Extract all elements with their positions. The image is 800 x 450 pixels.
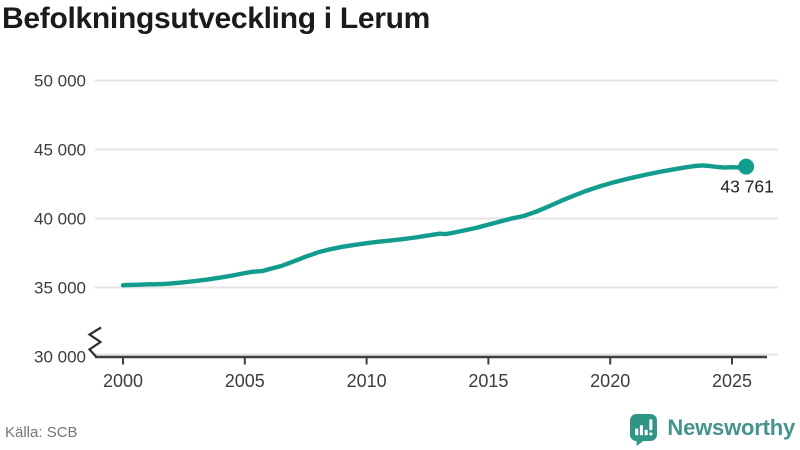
x-tick-label: 2020 xyxy=(590,371,630,391)
newsworthy-brand: Newsworthy xyxy=(629,413,795,447)
endpoint-value-label: 43 761 xyxy=(720,177,774,197)
x-tick-label: 2010 xyxy=(347,371,387,391)
axis-break-icon xyxy=(87,326,103,358)
x-tick-label: 2000 xyxy=(103,371,143,391)
y-tick-label: 45 000 xyxy=(34,141,86,160)
series-endpoint-dot xyxy=(738,158,755,175)
x-tick-label: 2015 xyxy=(468,371,508,391)
newsworthy-logo-icon xyxy=(630,414,658,446)
y-tick-label: 50 000 xyxy=(34,72,86,91)
x-tick-label: 2005 xyxy=(225,371,265,391)
y-tick-label: 35 000 xyxy=(34,279,86,298)
x-tick-label: 2025 xyxy=(712,371,752,391)
source-note: Källa: SCB xyxy=(5,424,78,441)
chart-title: Befolkningsutveckling i Lerum xyxy=(2,2,431,35)
newsworthy-logo-text: Newsworthy xyxy=(667,415,795,440)
y-tick-label: 30 000 xyxy=(34,348,86,367)
series-line xyxy=(120,163,749,288)
y-tick-label: 40 000 xyxy=(34,210,86,229)
